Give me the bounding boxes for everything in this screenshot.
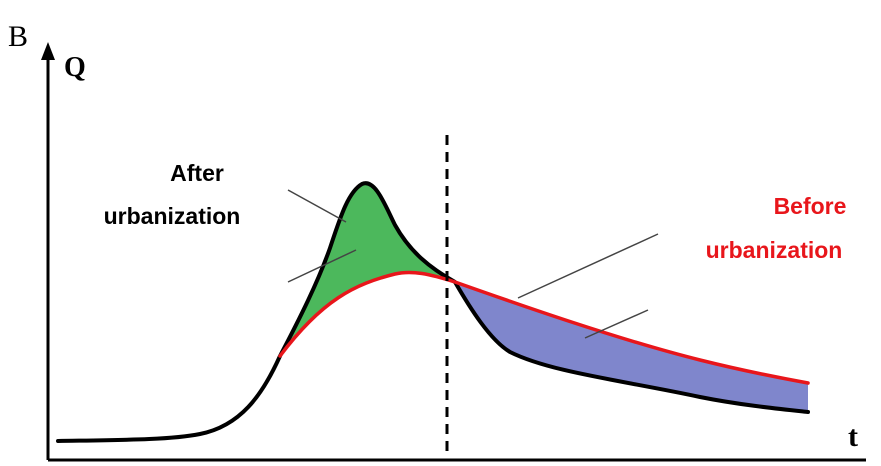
after-label-line1: After (170, 160, 224, 186)
recession-area (455, 282, 808, 412)
before-label-line1: Before (774, 193, 847, 219)
after-urbanization-curve (56, 181, 810, 443)
peak-excess-area (280, 183, 455, 356)
y-axis-label: Q (64, 52, 86, 83)
after-label-line2: urbanization (104, 203, 241, 229)
before-urbanization-curve (278, 270, 810, 385)
before-label-line2: urbanization (706, 237, 843, 263)
after-leader-line-upper (287, 189, 347, 223)
before-leader-line-lower (584, 309, 649, 339)
corner-label: B (8, 20, 28, 53)
after-leader-line-lower (287, 249, 357, 283)
before-leader-line-upper (517, 233, 659, 299)
y-axis-arrowhead-icon (41, 42, 55, 60)
x-axis-label: t (848, 420, 858, 453)
